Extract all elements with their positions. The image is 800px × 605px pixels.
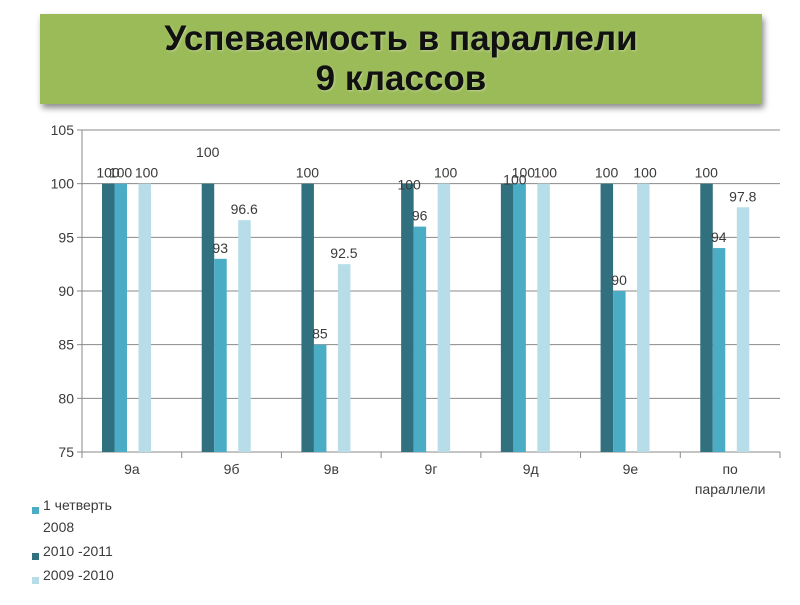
category-label: 9д [523, 461, 539, 477]
y-tick-label: 85 [58, 337, 74, 353]
data-label: 100 [595, 165, 619, 181]
data-label: 100 [534, 165, 558, 181]
legend-label: 2008 [43, 519, 74, 535]
data-label: 100 [109, 165, 133, 181]
bar [102, 183, 115, 452]
y-tick-label: 90 [58, 283, 74, 299]
bar [600, 183, 614, 452]
data-label: 100 [196, 144, 220, 160]
data-label: 100 [397, 177, 421, 193]
legend-label: 2009 -2010 [43, 567, 114, 583]
bar [313, 344, 327, 452]
bar [637, 183, 650, 452]
data-label: 100 [503, 172, 527, 188]
y-tick-label: 75 [58, 444, 74, 460]
bar [138, 183, 151, 452]
data-label: 100 [135, 165, 159, 181]
legend-swatch [32, 553, 39, 560]
data-label: 94 [711, 229, 727, 245]
data-label: 96.6 [231, 201, 258, 217]
category-label: 9б [224, 461, 240, 477]
page-title: Успеваемость в параллели [164, 19, 638, 58]
data-label: 96 [412, 208, 428, 224]
bar [413, 226, 427, 452]
y-tick-label: 100 [51, 176, 75, 192]
data-label: 100 [695, 165, 719, 181]
y-tick-label: 95 [58, 229, 74, 245]
category-label: 9в [324, 461, 339, 477]
bar [201, 183, 215, 452]
bar [736, 207, 750, 452]
bar [537, 183, 550, 452]
category-label: 9г [425, 461, 438, 477]
category-label: 9е [623, 461, 639, 477]
bar [337, 264, 351, 452]
title-banner: Успеваемость в параллели 9 классов [40, 14, 762, 104]
legend-label: 2010 -2011 [43, 543, 113, 559]
category-label: параллели [695, 481, 766, 497]
bar [437, 183, 451, 452]
legend-swatch [32, 577, 39, 584]
bar [301, 183, 314, 452]
data-label: 90 [611, 272, 627, 288]
category-label: 9а [124, 461, 140, 477]
bar [613, 291, 626, 452]
bar [500, 183, 514, 452]
data-label: 100 [512, 165, 536, 181]
bar-chart: 75 80 85 90 95 100 105 9а 9б 9в 9г 9д 9е по параллели 1… [32, 122, 781, 584]
legend-swatch [32, 507, 39, 514]
data-label: 100 [96, 165, 120, 181]
data-label: 100 [633, 165, 657, 181]
data-label: 93 [212, 240, 228, 256]
legend-label: 1 четверть [43, 497, 112, 513]
data-label: 97.8 [729, 188, 756, 204]
data-label: 85 [312, 326, 328, 342]
y-tick-label: 105 [51, 122, 75, 138]
bar [700, 183, 713, 452]
bar [401, 183, 414, 452]
bar [214, 258, 227, 452]
y-tick-label: 80 [58, 390, 74, 406]
data-label: 92.5 [330, 245, 357, 261]
bar [712, 248, 726, 452]
page-subtitle: 9 классов [315, 59, 487, 98]
bar [238, 220, 251, 452]
data-label: 100 [434, 165, 458, 181]
data-label: 100 [296, 165, 320, 181]
category-label: по [722, 461, 738, 477]
bar [114, 183, 127, 452]
bar [513, 183, 526, 452]
chart-area: 75 80 85 90 95 100 105 9а 9б 9в 9г 9д 9е по параллели 1… [0, 110, 800, 600]
